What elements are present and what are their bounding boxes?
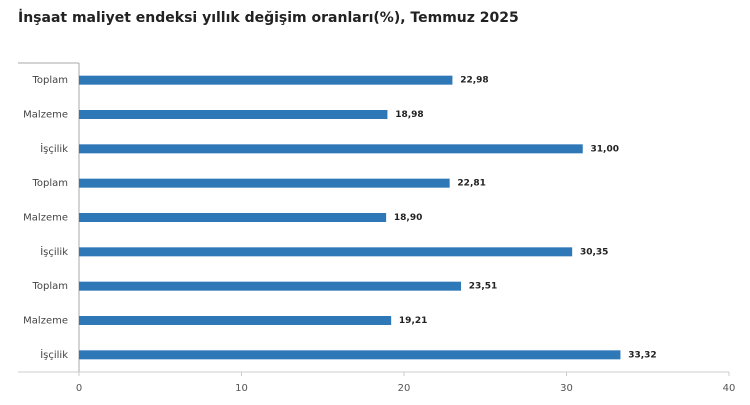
value-label: 18,98 bbox=[395, 110, 423, 120]
bar bbox=[79, 213, 387, 222]
x-tick-label: 20 bbox=[398, 383, 411, 394]
x-tick-label: 30 bbox=[560, 383, 573, 394]
y-tick-label: İşçilik bbox=[40, 245, 68, 258]
value-label: 19,21 bbox=[399, 316, 427, 326]
y-tick-label: Malzeme bbox=[23, 316, 68, 327]
value-label: 33,32 bbox=[628, 350, 656, 360]
bar bbox=[79, 247, 573, 257]
bar bbox=[79, 110, 388, 119]
bar bbox=[79, 316, 392, 325]
value-label: 18,90 bbox=[394, 213, 422, 223]
bar bbox=[79, 178, 450, 188]
chart-title: İnşaat maliyet endeksi yıllık değişim or… bbox=[18, 9, 519, 26]
y-tick-label: Toplam bbox=[31, 178, 68, 189]
x-tick-label: 40 bbox=[723, 383, 736, 394]
bar bbox=[79, 281, 462, 291]
y-tick-label: İşçilik bbox=[40, 348, 68, 361]
value-label: 23,51 bbox=[469, 282, 497, 292]
bar bbox=[79, 350, 621, 360]
value-label: 30,35 bbox=[580, 247, 608, 257]
y-tick-label: Toplam bbox=[31, 281, 68, 292]
y-tick-label: Toplam bbox=[31, 75, 68, 86]
y-tick-label: İşçilik bbox=[40, 142, 68, 155]
bar bbox=[79, 144, 583, 154]
value-label: 22,98 bbox=[460, 76, 488, 86]
y-tick-label: Malzeme bbox=[23, 213, 68, 224]
x-tick-label: 10 bbox=[235, 383, 248, 394]
value-label: 31,00 bbox=[591, 144, 619, 154]
x-tick-label: 0 bbox=[76, 383, 82, 394]
value-label: 22,81 bbox=[457, 179, 485, 189]
bar bbox=[79, 75, 453, 85]
y-tick-label: Malzeme bbox=[23, 110, 68, 121]
